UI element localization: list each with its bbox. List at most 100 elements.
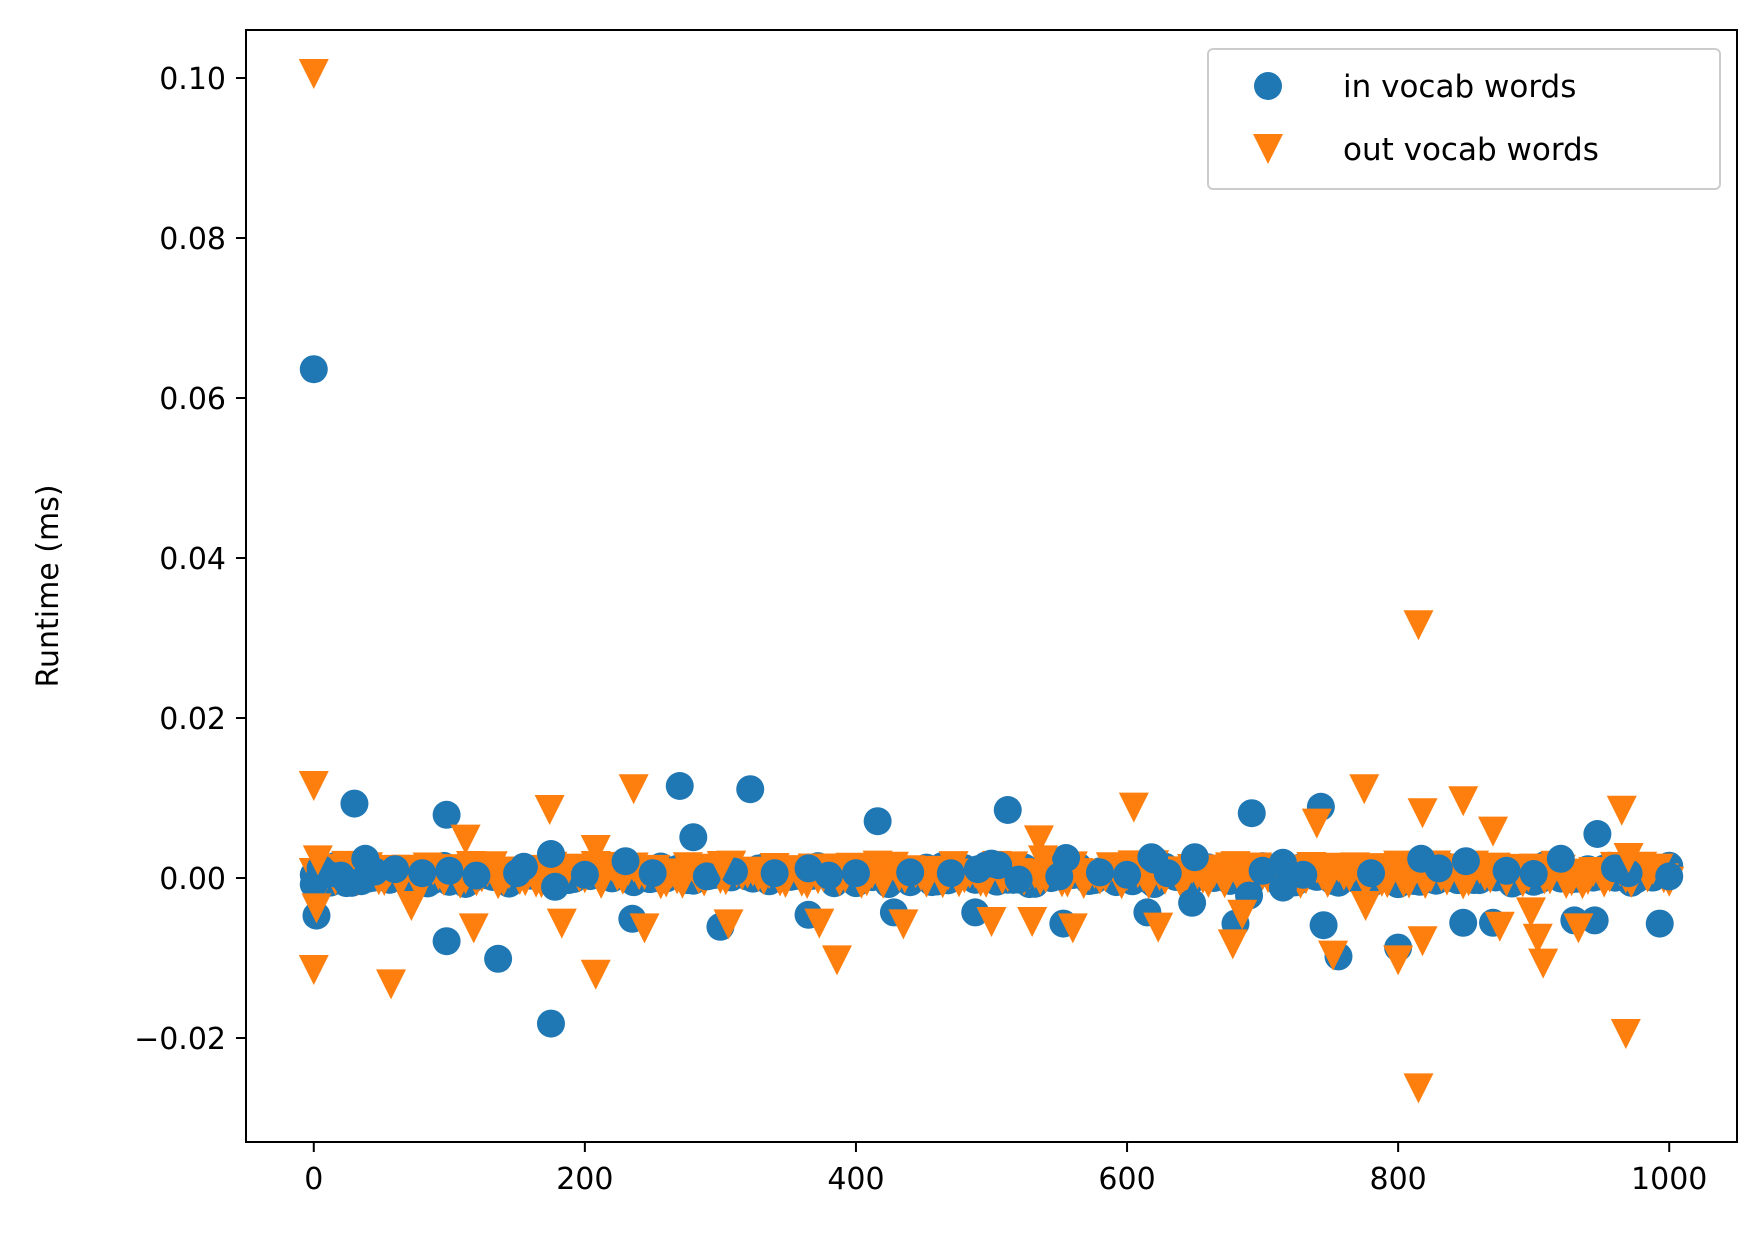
data-point — [1349, 774, 1380, 805]
data-point — [713, 909, 744, 940]
data-point — [888, 909, 919, 940]
y-tick-label: 0.00 — [159, 862, 226, 897]
data-point — [896, 858, 925, 887]
data-point — [484, 944, 513, 973]
data-point — [1318, 940, 1349, 971]
x-tick-label: 400 — [827, 1162, 884, 1197]
data-point — [804, 908, 835, 939]
data-point — [408, 859, 437, 888]
data-point — [1301, 808, 1332, 839]
data-point — [435, 856, 464, 885]
data-point — [1143, 912, 1174, 943]
data-point — [1451, 847, 1480, 876]
data-point — [580, 959, 611, 990]
data-point — [536, 1009, 565, 1038]
y-tick-label: 0.04 — [159, 542, 226, 577]
data-point — [1407, 798, 1438, 829]
y-tick-label: 0.10 — [159, 62, 226, 97]
data-point — [1645, 909, 1674, 938]
data-point — [863, 807, 892, 836]
data-point — [1613, 843, 1644, 873]
x-tick-label: 800 — [1370, 1162, 1427, 1197]
data-point — [961, 898, 990, 927]
data-point — [1057, 913, 1088, 944]
data-points — [298, 59, 1685, 1104]
x-axis: 0 200 400 600 800 1000 — [304, 1142, 1707, 1197]
data-point — [580, 835, 611, 865]
series-out-vocab — [298, 59, 1644, 1104]
legend-marker — [1253, 134, 1283, 164]
data-point — [1546, 844, 1575, 873]
x-tick-label: 1000 — [1631, 1162, 1707, 1197]
y-axis-label: Runtime (ms) — [31, 484, 66, 687]
legend-box — [1207, 48, 1721, 190]
data-point — [814, 861, 843, 890]
data-point — [736, 775, 765, 804]
data-point — [706, 851, 737, 881]
data-point — [1583, 820, 1612, 848]
data-point — [381, 855, 410, 884]
data-point — [570, 860, 599, 889]
data-point — [1023, 825, 1054, 856]
data-point — [546, 908, 577, 939]
data-point — [1118, 792, 1149, 823]
data-point — [1563, 913, 1594, 944]
data-point — [509, 852, 538, 881]
data-point — [1289, 860, 1318, 889]
legend-marker — [1254, 72, 1282, 100]
data-point — [1350, 891, 1381, 921]
plot-area-frame — [245, 29, 1738, 1143]
legend-label: in vocab words — [1343, 69, 1576, 105]
data-point — [1448, 786, 1479, 817]
data-point — [1528, 948, 1559, 979]
data-point — [1522, 923, 1553, 954]
data-point — [299, 355, 328, 384]
data-point — [841, 859, 870, 888]
legend-label: out vocab words — [1343, 132, 1599, 168]
series-in-vocab — [299, 355, 1684, 1038]
data-point — [665, 772, 694, 800]
y-tick-label: 0.08 — [159, 222, 226, 257]
data-point — [1606, 795, 1637, 826]
y-tick-label: −0.02 — [134, 1022, 226, 1057]
data-point — [541, 872, 570, 901]
data-point — [302, 845, 333, 876]
data-point — [1403, 1073, 1434, 1104]
data-point — [1180, 843, 1209, 872]
data-point — [1407, 926, 1438, 957]
data-point — [396, 891, 427, 921]
legend: in vocab words out vocab words — [1207, 48, 1721, 190]
data-point — [1227, 899, 1258, 930]
data-point — [618, 774, 649, 805]
data-point — [1217, 929, 1248, 960]
data-point — [1655, 862, 1684, 891]
data-point — [692, 862, 721, 891]
data-point — [1268, 848, 1297, 877]
data-point — [1424, 854, 1453, 883]
data-point — [534, 795, 565, 825]
data-point — [432, 800, 461, 829]
x-tick-label: 0 — [304, 1162, 323, 1197]
data-point — [1052, 844, 1081, 872]
data-point — [376, 969, 407, 1000]
data-point — [629, 913, 660, 944]
data-point — [1309, 911, 1338, 940]
data-point — [984, 851, 1013, 880]
x-tick-label: 200 — [556, 1162, 613, 1197]
data-point — [993, 796, 1022, 824]
data-point — [1017, 907, 1048, 937]
y-axis: −0.02 0.00 0.02 0.04 0.06 0.08 0.10 — [134, 62, 246, 1057]
y-tick-label: 0.06 — [159, 382, 226, 417]
data-point — [536, 840, 565, 868]
data-point — [1383, 945, 1414, 976]
data-point — [1614, 859, 1643, 888]
data-point — [1268, 873, 1297, 902]
data-point — [1403, 610, 1434, 641]
data-point — [1178, 888, 1207, 917]
data-point — [432, 927, 461, 956]
data-point — [360, 857, 389, 886]
data-point — [1484, 911, 1515, 942]
data-point — [1519, 860, 1548, 888]
